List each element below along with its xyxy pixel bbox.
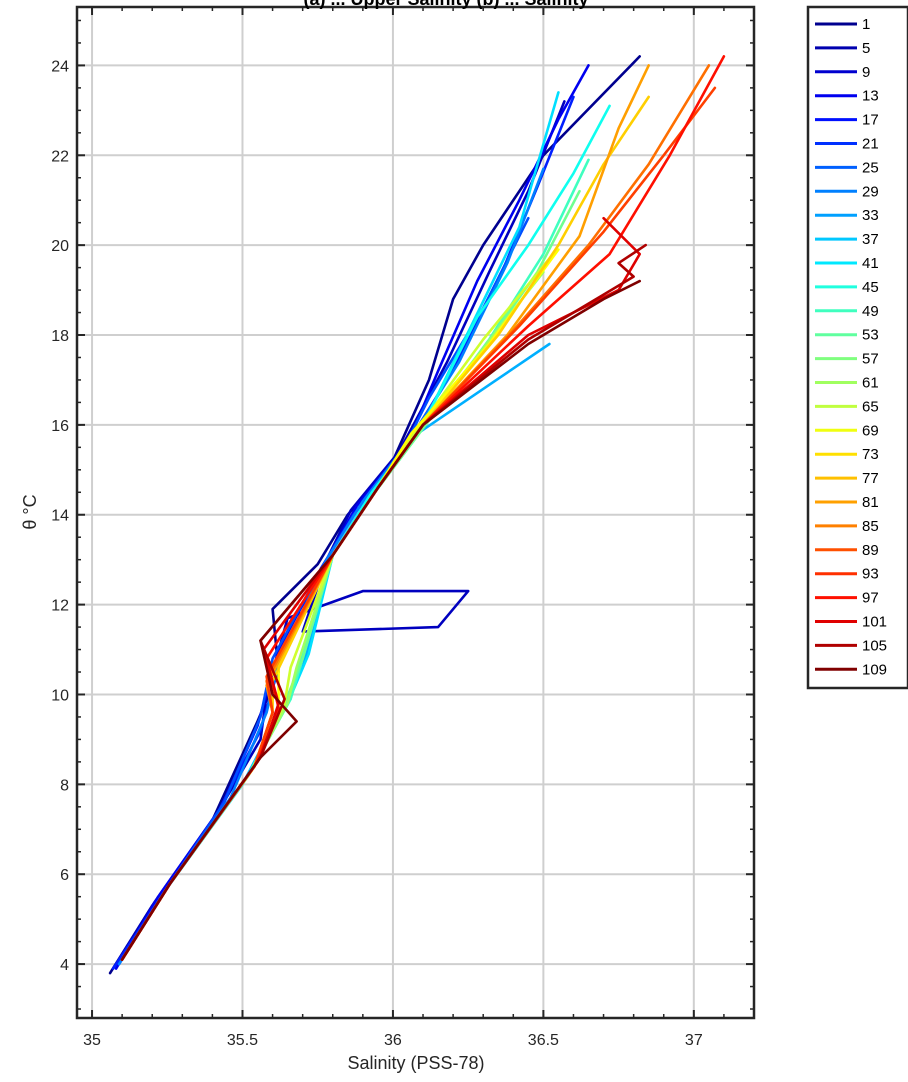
series-line-57 [120,95,651,961]
y-tick-label: 14 [51,508,69,525]
legend-label: 5 [862,40,870,57]
legend-label: 17 [862,112,879,129]
legend-box [806,5,908,690]
legend-label: 81 [862,494,879,511]
grid-layer [77,7,754,1018]
legend-label: 85 [862,518,879,535]
legend-label: 57 [862,351,879,368]
y-tick-label: 22 [51,148,69,165]
y-tick-label: 20 [51,238,69,255]
axes-layer [75,5,756,1020]
legend-label: 21 [862,136,879,153]
series-line-37 [120,158,590,961]
legend-label: 9 [862,64,870,81]
y-tick-label: 8 [60,777,69,794]
y-axis-label: θ °C [20,494,40,529]
legend-label: 13 [862,88,879,105]
y-tick-label: 12 [51,598,69,615]
legend-label: 65 [862,398,879,415]
x-tick-label: 36.5 [528,1032,559,1049]
series-line-49 [120,257,551,961]
legend-label: 37 [862,231,879,248]
legend-label: 29 [862,183,879,200]
y-tick-label: 16 [51,418,69,435]
legend-label: 97 [862,590,879,607]
legend-label: 53 [862,327,879,344]
plot-area-frame [75,5,756,1020]
y-tick-label: 24 [51,58,69,75]
legend-label: 73 [862,446,879,463]
legend-label: 89 [862,542,879,559]
legend-label: 101 [862,614,887,631]
legend: 1 5 9 13 17 21 25 29 33 37 41 45 49 53 57 61 65 69 73 77 81 8… [806,5,908,690]
y-tick-label: 18 [51,328,69,345]
legend-label: 41 [862,255,879,272]
legend-label: 1 [862,16,870,33]
series-line-1 [108,55,642,975]
legend-label: 77 [862,470,879,487]
x-tick-label: 35.5 [227,1032,258,1049]
series-layer [108,55,726,975]
x-tick-label: 35 [83,1032,101,1049]
x-tick-label: 36 [384,1032,402,1049]
legend-label: 45 [862,279,879,296]
legend-label: 61 [862,375,879,392]
legend-label: 69 [862,422,879,439]
chart-title: (a) ... Upper Salinity (b) ... Salinity [303,0,588,9]
series-line-69 [120,86,717,961]
x-axis-label: Salinity (PSS-78) [347,1053,484,1073]
ticks-layer: 35 35.5 36 36.5 37 4 6 8 10 12 14 16 18 20 22 24 [51,7,754,1049]
legend-label: 93 [862,566,879,583]
legend-label: 109 [862,661,887,678]
series-line-5 [111,100,566,970]
series-line-33 [120,104,611,961]
x-tick-label: 37 [685,1032,703,1049]
series-line-25 [120,342,551,961]
legend-label: 33 [862,207,879,224]
legend-label: 105 [862,637,887,654]
series-line-81 [120,243,648,961]
y-tick-label: 6 [60,867,69,884]
y-tick-label: 10 [51,687,69,704]
legend-label: 49 [862,303,879,320]
series-line-85 [120,279,642,961]
y-tick-label: 4 [60,957,69,974]
series-line-77 [120,216,642,961]
legend-label: 25 [862,159,879,176]
